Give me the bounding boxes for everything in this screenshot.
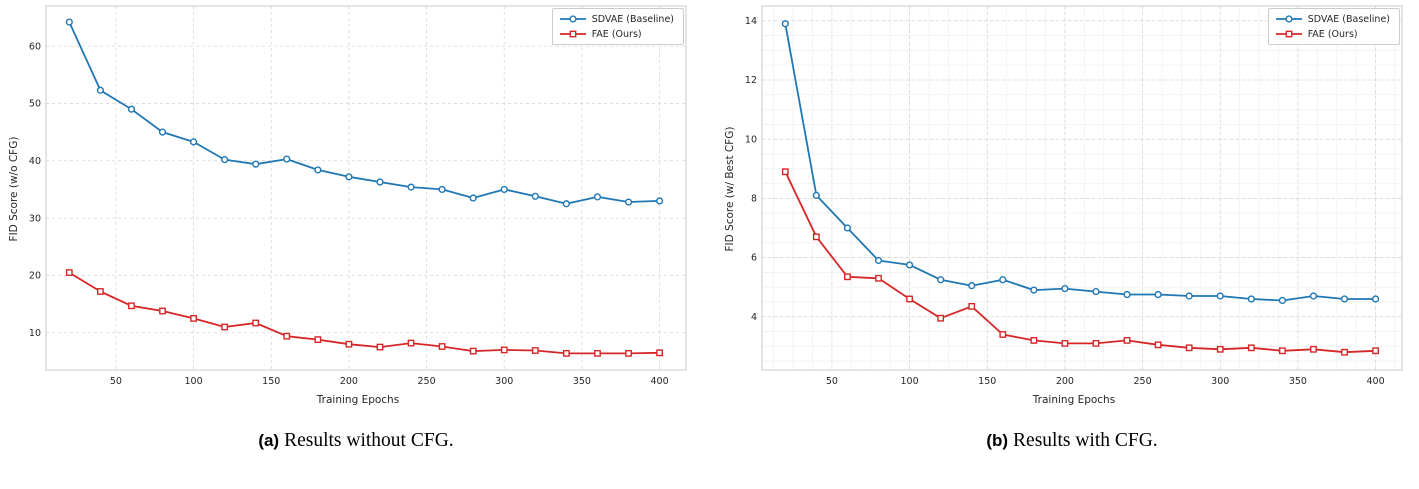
- legend-item-fae: FAE (Ours): [1275, 28, 1390, 40]
- legend-a: SDVAE (Baseline) FAE (Ours): [551, 8, 684, 45]
- x-axis-label-b: Training Epochs: [1032, 394, 1116, 406]
- svg-text:350: 350: [1289, 376, 1307, 387]
- svg-text:250: 250: [418, 376, 436, 387]
- svg-text:300: 300: [1211, 376, 1229, 387]
- plot-area-a: 50 100 150 200 250 300 350 400 10 20 30 40 50 60 SDVA…: [20, 0, 696, 398]
- svg-text:100: 100: [901, 376, 919, 387]
- plot-area-b: 50 100 150 200 250 300 350 400 4 6 8 10 12 14 SDVAE (…: [736, 0, 1412, 398]
- svg-text:200: 200: [1056, 376, 1074, 387]
- caption-label-a: (a): [258, 431, 280, 450]
- svg-text:10: 10: [29, 328, 41, 339]
- caption-text-a: Results without CFG.: [284, 430, 454, 451]
- svg-text:4: 4: [751, 312, 757, 323]
- svg-text:12: 12: [745, 75, 757, 86]
- caption-b: (b) Results with CFG.: [722, 430, 1419, 452]
- svg-text:100: 100: [185, 376, 203, 387]
- legend-item-sdvae: SDVAE (Baseline): [1275, 13, 1390, 25]
- chart-b-canvas: 50 100 150 200 250 300 350 400 4 6 8 10 12 14: [745, 5, 1403, 387]
- svg-text:60: 60: [29, 41, 41, 52]
- legend-item-sdvae: SDVAE (Baseline): [559, 13, 674, 25]
- legend-label-fae: FAE (Ours): [591, 28, 642, 40]
- chart-a-canvas: 50 100 150 200 250 300 350 400 10 20 30 40 50 60: [29, 5, 687, 387]
- svg-text:150: 150: [978, 376, 996, 387]
- line-square-marker-icon: [1275, 30, 1302, 38]
- svg-text:8: 8: [751, 194, 757, 205]
- svg-text:40: 40: [29, 156, 41, 167]
- svg-text:400: 400: [651, 376, 669, 387]
- svg-text:350: 350: [573, 376, 591, 387]
- panel-b: FID Score (w/ Best CFG) 50 100 150 200 250 30…: [722, 0, 1419, 489]
- svg-text:400: 400: [1367, 376, 1385, 387]
- caption-a: (a) Results without CFG.: [6, 430, 706, 452]
- svg-text:200: 200: [340, 376, 358, 387]
- svg-text:50: 50: [110, 376, 122, 387]
- svg-text:30: 30: [29, 213, 41, 224]
- svg-text:50: 50: [826, 376, 838, 387]
- line-circle-marker-icon: [1275, 15, 1302, 23]
- svg-text:20: 20: [29, 271, 41, 282]
- svg-text:250: 250: [1134, 376, 1152, 387]
- legend-b: SDVAE (Baseline) FAE (Ours): [1267, 8, 1400, 45]
- svg-text:14: 14: [745, 16, 757, 27]
- svg-text:10: 10: [745, 134, 757, 145]
- x-axis-label-a: Training Epochs: [316, 394, 400, 406]
- legend-label-fae: FAE (Ours): [1307, 28, 1358, 40]
- svg-text:150: 150: [262, 376, 280, 387]
- svg-text:6: 6: [751, 253, 757, 264]
- line-circle-marker-icon: [559, 15, 586, 23]
- svg-text:300: 300: [495, 376, 513, 387]
- caption-label-b: (b): [986, 431, 1009, 450]
- legend-label-sdvae: SDVAE (Baseline): [591, 13, 674, 25]
- legend-label-sdvae: SDVAE (Baseline): [1307, 13, 1390, 25]
- svg-text:50: 50: [29, 99, 41, 110]
- panel-a: FID Score (w/o CFG) 50 100 150 200 250 300 350…: [6, 0, 706, 489]
- legend-item-fae: FAE (Ours): [559, 28, 674, 40]
- line-square-marker-icon: [559, 30, 586, 38]
- caption-text-b: Results with CFG.: [1013, 430, 1158, 451]
